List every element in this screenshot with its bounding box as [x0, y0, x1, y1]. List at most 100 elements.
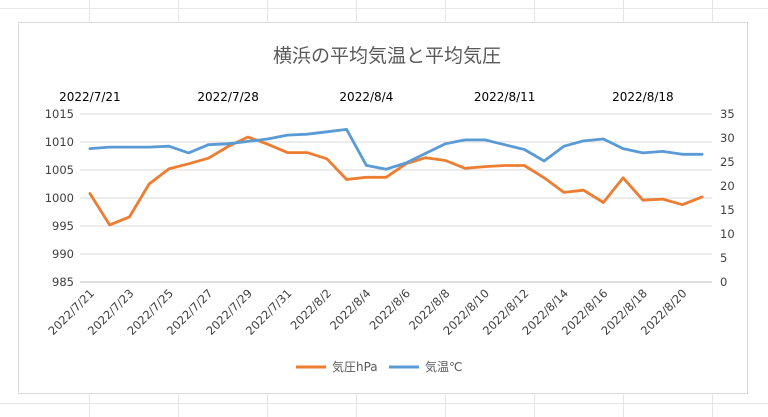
data-point-0[interactable]	[443, 158, 447, 162]
data-point-1[interactable]	[127, 145, 131, 149]
x-tick-label: 2022/8/2	[288, 286, 334, 332]
data-point-0[interactable]	[384, 175, 388, 179]
data-point-0[interactable]	[483, 164, 487, 168]
data-point-1[interactable]	[423, 151, 427, 155]
data-point-0[interactable]	[167, 167, 171, 171]
y-left-tick-label: 1000	[45, 191, 74, 205]
data-point-1[interactable]	[700, 152, 704, 156]
data-point-0[interactable]	[601, 200, 605, 204]
data-point-0[interactable]	[344, 177, 348, 181]
data-point-0[interactable]	[206, 156, 210, 160]
data-point-1[interactable]	[344, 127, 348, 131]
data-point-0[interactable]	[463, 166, 467, 170]
data-point-1[interactable]	[107, 145, 111, 149]
y-left-tick-label: 990	[52, 247, 74, 261]
data-point-1[interactable]	[660, 149, 664, 153]
data-point-1[interactable]	[364, 163, 368, 167]
gridlines	[80, 113, 712, 283]
data-point-1[interactable]	[384, 167, 388, 171]
y-right-tick-label: 25	[720, 155, 735, 169]
data-point-1[interactable]	[680, 152, 684, 156]
data-point-0[interactable]	[423, 155, 427, 159]
secondary-x-tick-label: 2022/8/18	[612, 90, 674, 104]
data-point-1[interactable]	[581, 139, 585, 143]
secondary-x-tick-label: 2022/7/28	[197, 90, 259, 104]
chart-title: 横浜の平均気温と平均気圧	[273, 45, 501, 67]
data-point-0[interactable]	[581, 188, 585, 192]
y-left-tick-label: 1015	[45, 107, 74, 121]
y-left-tick-label: 985	[52, 275, 74, 289]
y-right-tick-label: 15	[720, 203, 735, 217]
data-point-1[interactable]	[641, 151, 645, 155]
series-line-0[interactable]	[88, 135, 704, 227]
data-point-0[interactable]	[305, 150, 309, 154]
chart-area[interactable]	[18, 22, 748, 394]
data-point-0[interactable]	[641, 198, 645, 202]
legend-label-1: 気温℃	[425, 359, 462, 374]
plot-area	[88, 127, 704, 227]
data-point-1[interactable]	[186, 151, 190, 155]
secondary-x-tick-label: 2022/8/11	[474, 90, 536, 104]
data-point-1[interactable]	[325, 130, 329, 134]
legend-label-0: 気圧hPa	[332, 359, 378, 374]
y-left-tick-label: 995	[52, 219, 74, 233]
data-point-0[interactable]	[522, 163, 526, 167]
data-point-1[interactable]	[246, 139, 250, 143]
data-point-1[interactable]	[502, 143, 506, 147]
data-point-0[interactable]	[364, 175, 368, 179]
y-right-tick-label: 5	[720, 251, 727, 265]
data-point-0[interactable]	[325, 157, 329, 161]
data-point-1[interactable]	[226, 142, 230, 146]
data-point-1[interactable]	[542, 159, 546, 163]
y-left-tick-label: 1010	[45, 135, 74, 149]
x-tick-label: 2022/8/6	[367, 286, 413, 332]
data-point-0[interactable]	[621, 176, 625, 180]
data-point-1[interactable]	[167, 144, 171, 148]
data-point-0[interactable]	[127, 215, 131, 219]
secondary-x-tick-label: 2022/8/4	[339, 90, 393, 104]
data-point-0[interactable]	[147, 182, 151, 186]
y-axis-right: 0 5 10 15 20 25 30 35	[720, 107, 735, 289]
data-point-1[interactable]	[305, 132, 309, 136]
data-point-1[interactable]	[443, 142, 447, 146]
data-point-0[interactable]	[88, 191, 92, 195]
legend[interactable]: 気圧hPa 気温℃	[296, 359, 462, 374]
data-point-1[interactable]	[483, 138, 487, 142]
y-right-tick-label: 0	[720, 275, 727, 289]
series-line-1[interactable]	[88, 127, 704, 171]
data-point-0[interactable]	[680, 203, 684, 207]
data-point-1[interactable]	[621, 146, 625, 150]
y-axis-left: 985 990 995 1000 1005 1010 1015	[45, 107, 74, 289]
data-point-0[interactable]	[502, 163, 506, 167]
data-point-0[interactable]	[700, 195, 704, 199]
data-point-0[interactable]	[660, 197, 664, 201]
x-axis: 2022/7/212022/7/232022/7/252022/7/272022…	[45, 281, 712, 338]
data-point-1[interactable]	[463, 138, 467, 142]
y-right-tick-label: 30	[720, 131, 735, 145]
y-right-tick-label: 20	[720, 179, 735, 193]
data-point-1[interactable]	[88, 146, 92, 150]
data-point-1[interactable]	[404, 161, 408, 165]
data-point-0[interactable]	[265, 142, 269, 146]
data-point-1[interactable]	[265, 137, 269, 141]
data-point-1[interactable]	[601, 137, 605, 141]
data-point-0[interactable]	[542, 176, 546, 180]
secondary-x-axis: 2022/7/21 2022/7/28 2022/8/4 2022/8/11 2022/…	[59, 90, 674, 104]
data-point-1[interactable]	[562, 144, 566, 148]
data-point-0[interactable]	[246, 135, 250, 139]
data-point-0[interactable]	[107, 223, 111, 227]
secondary-x-tick-label: 2022/7/21	[59, 90, 121, 104]
data-point-1[interactable]	[206, 143, 210, 147]
data-point-1[interactable]	[285, 133, 289, 137]
x-tick-label: 2022/8/4	[327, 286, 373, 332]
data-point-1[interactable]	[522, 147, 526, 151]
y-left-tick-label: 1005	[45, 163, 74, 177]
data-point-1[interactable]	[147, 145, 151, 149]
data-point-0[interactable]	[186, 162, 190, 166]
data-point-0[interactable]	[285, 150, 289, 154]
y-right-tick-label: 10	[720, 227, 735, 241]
y-right-tick-label: 35	[720, 107, 735, 121]
data-point-0[interactable]	[562, 190, 566, 194]
